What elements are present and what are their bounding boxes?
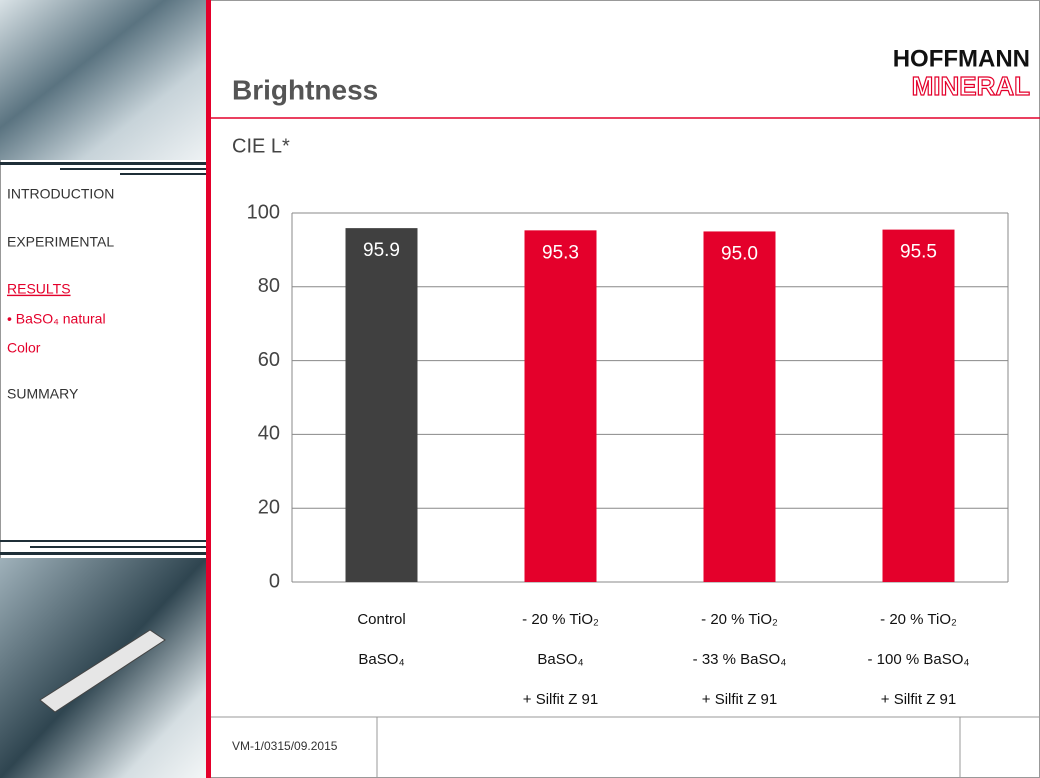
x-tick-label: - 33 % BaSO₄ — [693, 651, 787, 668]
x-tick-label: BaSO₄ — [537, 651, 583, 668]
nav-item: INTRODUCTION — [7, 186, 114, 202]
y-tick-label: 80 — [258, 275, 280, 297]
slide: Brightness HOFFMANN MINERAL CIE L* VM-1/… — [0, 0, 1040, 778]
x-tick-label: - 20 % TiO₂ — [522, 611, 599, 628]
x-tick-label: BaSO₄ — [358, 651, 404, 668]
y-tick-label: 0 — [269, 570, 280, 592]
y-axis-title: CIE L* — [232, 135, 290, 157]
value-label: 95.3 — [542, 242, 579, 263]
x-tick-label: - 20 % TiO₂ — [701, 611, 778, 628]
nav-item: Color — [7, 340, 41, 356]
footer-code: VM-1/0315/09.2015 — [232, 739, 338, 753]
nav-item: RESULTS — [7, 281, 71, 297]
value-label: 95.9 — [363, 240, 400, 261]
bar — [704, 231, 776, 582]
x-tick-label: Control — [357, 611, 405, 628]
logo-top: HOFFMANN — [893, 45, 1030, 72]
y-tick-label: 100 — [247, 201, 280, 223]
nav-item: • BaSO₄ natural — [7, 311, 106, 327]
bar — [525, 230, 597, 582]
slide-title: Brightness — [232, 74, 378, 105]
x-tick-label: + Silfit Z 91 — [523, 691, 598, 708]
x-tick-label: - 20 % TiO₂ — [880, 611, 957, 628]
x-tick-label: + Silfit Z 91 — [702, 691, 777, 708]
x-tick-label: + Silfit Z 91 — [881, 691, 956, 708]
value-label: 95.5 — [900, 242, 937, 263]
y-tick-label: 60 — [258, 349, 280, 371]
bar — [883, 230, 955, 582]
y-tick-label: 40 — [258, 423, 280, 445]
nav-item: SUMMARY — [7, 386, 79, 402]
x-tick-label: - 100 % BaSO₄ — [867, 651, 969, 668]
red-divider — [206, 0, 211, 778]
bar — [346, 228, 418, 582]
sidebar-photo-top — [0, 0, 206, 160]
nav-item: EXPERIMENTAL — [7, 234, 114, 250]
y-tick-label: 20 — [258, 496, 280, 518]
value-label: 95.0 — [721, 243, 758, 264]
logo-bottom: MINERAL — [912, 71, 1031, 101]
